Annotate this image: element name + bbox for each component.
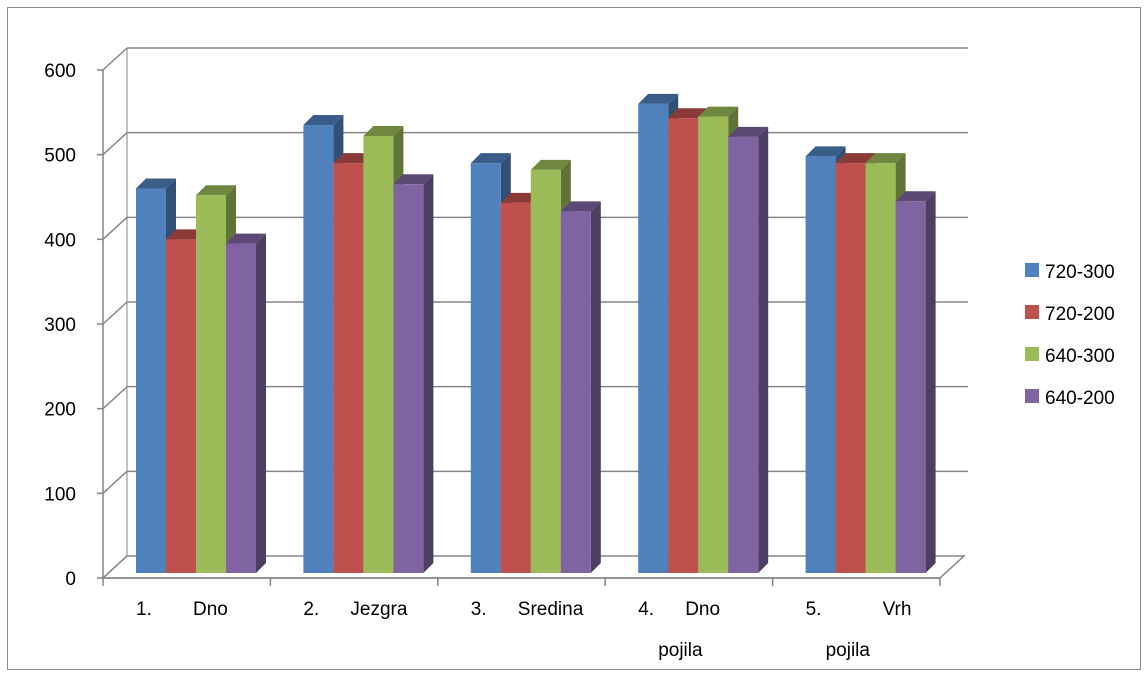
bar-side [256,233,266,574]
bar-side [758,126,769,574]
bar-top [196,185,236,196]
bar-front [303,125,334,574]
bar-front [363,136,394,574]
bar-front [728,136,759,574]
bar-top [363,126,404,137]
bar-side [590,201,601,574]
y-tick-label: 400 [44,230,76,251]
bar-side [423,174,434,574]
side-wall-gridline [102,132,128,156]
bar-front [470,163,501,573]
legend-swatch [1025,347,1039,361]
y-tick-label: 0 [65,569,76,590]
legend-label: 640-300 [1045,346,1115,367]
bar-top [698,106,739,117]
x-tick-label: 1. [136,599,152,620]
bar-front [196,195,226,573]
bar-front [560,211,591,574]
x-tick-label: Vrh [883,599,912,620]
side-wall-gridline [102,301,128,325]
bar-front [638,103,669,573]
x-tick-label: Sredina [518,599,584,620]
x-tick-label: 4. [638,599,654,620]
y-tick-label: 300 [44,315,76,336]
y-tick-label: 500 [44,146,76,167]
bar-top [835,153,876,164]
bar-top [865,153,906,164]
side-wall-gridline [102,386,128,410]
y-tick-label: 600 [44,61,76,82]
legend-label: 720-200 [1045,304,1115,325]
bar-top [805,146,846,157]
bar-front [530,169,561,573]
bar-top [303,115,344,126]
x-tick-label: 2. [303,599,319,620]
legend-label: 640-200 [1045,388,1115,409]
x-tick-label: 3. [471,599,487,620]
bar-top [393,174,434,185]
bar [560,201,601,574]
bar-top [136,178,176,189]
bar-front [393,184,424,574]
bar-top [895,191,936,202]
bar-front [226,243,256,574]
bar-top [226,233,266,244]
bar-front [805,156,836,574]
bar-front [865,163,896,573]
bar-top [668,108,709,119]
y-tick-label: 100 [44,484,76,505]
side-wall-gridline [102,555,128,579]
bar-front [698,116,729,574]
bar-front [895,201,926,573]
bar [226,233,266,574]
side-wall-gridline [102,470,128,494]
bar-front [166,239,196,574]
bar-front [333,163,364,573]
bar-front [835,163,866,573]
bar-front [668,118,699,573]
bar-top [470,153,511,164]
bar-front [136,188,166,574]
bar-top [560,201,601,212]
legend-label: 720-300 [1045,262,1115,283]
bar [728,126,769,574]
bar [895,191,936,573]
bar-top [728,126,769,137]
x-tick-label: pojila [826,640,871,661]
legend-swatch [1025,389,1039,403]
bar [393,174,434,574]
x-tick-label: pojila [658,640,703,661]
y-tick-label: 200 [44,400,76,421]
x-tick-label: 5. [806,599,822,620]
legend-swatch [1025,263,1039,277]
side-wall-gridline [102,47,128,71]
x-tick-label: Dno [193,599,228,620]
x-tick-label: Jezgra [350,599,407,620]
legend-swatch [1025,305,1039,319]
bar-top [638,93,679,104]
x-tick-label: Dno [685,599,720,620]
side-wall-gridline [102,216,128,240]
bar-top [530,159,571,170]
bar-side [925,191,936,573]
bar-front [500,202,531,573]
